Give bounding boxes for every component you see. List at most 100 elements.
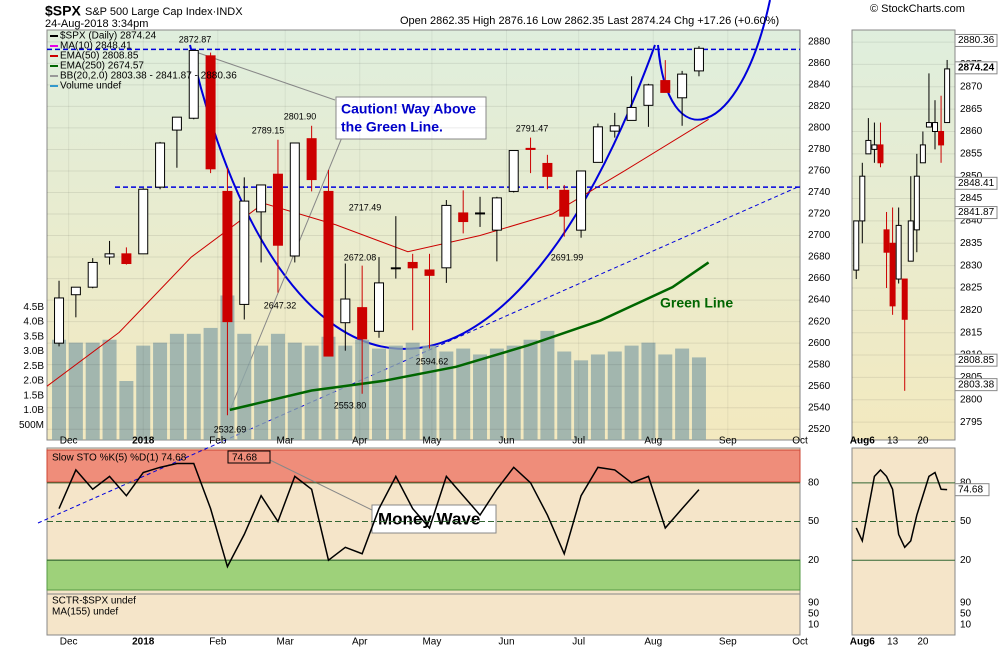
price-label: 2532.69 bbox=[214, 424, 247, 434]
x-tick-label: Jul bbox=[572, 637, 585, 648]
x-tick-label: Dec bbox=[60, 637, 78, 648]
price-box bbox=[954, 61, 998, 75]
zoom-stoch-line bbox=[855, 468, 948, 549]
candle-body bbox=[592, 126, 603, 163]
date: 24-Aug-2018 3:34pm bbox=[45, 18, 148, 30]
volume-bar bbox=[186, 333, 201, 440]
subtitle: S&P 500 Large Cap Index·INDX bbox=[85, 6, 243, 18]
callout-line bbox=[269, 459, 373, 511]
volume-tick-label: 1.5B bbox=[23, 390, 44, 401]
candle-body bbox=[306, 138, 317, 181]
sub-tick-label: 50 bbox=[808, 609, 820, 620]
price-box bbox=[954, 378, 998, 392]
y-tick-label: 2880 bbox=[808, 36, 831, 47]
volume-bar bbox=[405, 342, 420, 440]
candle-body bbox=[155, 142, 166, 188]
y-tick-label: 2700 bbox=[808, 230, 831, 241]
candle-body bbox=[895, 224, 902, 280]
x-tick-label: Oct bbox=[792, 436, 808, 447]
price-label: 2647.32 bbox=[264, 300, 297, 310]
green-line-label: Green Line bbox=[660, 295, 733, 311]
y-tick-label: 2740 bbox=[808, 187, 831, 198]
zoom-x-tick-label: 13 bbox=[887, 637, 899, 648]
candle-body bbox=[256, 184, 267, 213]
candle-body bbox=[121, 253, 132, 265]
x-tick-label: Jun bbox=[498, 436, 514, 447]
y-tick-label: 2820 bbox=[808, 101, 831, 112]
candle-body bbox=[239, 200, 250, 305]
candle-body bbox=[576, 170, 587, 231]
volume-bar bbox=[85, 342, 100, 440]
volume-bar bbox=[338, 345, 353, 440]
candle-body bbox=[865, 139, 872, 155]
zoom-y-tick-label: 2820 bbox=[960, 305, 983, 316]
volume-bar bbox=[237, 333, 252, 440]
candle-body bbox=[925, 122, 932, 128]
volume-bar bbox=[624, 345, 639, 440]
candle-body bbox=[222, 190, 233, 323]
zoom-x-tick-label: 20 bbox=[917, 637, 929, 648]
candle-body bbox=[643, 84, 654, 106]
candle-body bbox=[357, 307, 368, 340]
candle-body bbox=[54, 297, 65, 344]
zoom-y-tick-label: 2835 bbox=[960, 238, 983, 249]
stoch-line bbox=[58, 462, 700, 569]
zoom-y-tick-label: 2825 bbox=[960, 283, 983, 294]
volume-bar bbox=[270, 333, 285, 440]
value-box bbox=[227, 450, 271, 464]
volume-bar bbox=[590, 354, 605, 440]
stoch-tick-label: 80 bbox=[808, 477, 820, 488]
sub-tick-label: 90 bbox=[808, 598, 820, 609]
candle-body bbox=[205, 55, 216, 170]
stoch-legend: Slow STO %K(5) %D(1) 74.68 bbox=[52, 453, 187, 464]
price-label: 2789.15 bbox=[252, 125, 285, 135]
caution-box bbox=[335, 96, 487, 140]
stoch-box-label: 74.68 bbox=[958, 484, 983, 495]
y-tick-label: 2560 bbox=[808, 381, 831, 392]
x-tick-label: Feb bbox=[209, 637, 227, 648]
volume-tick-label: 2.0B bbox=[23, 376, 44, 387]
zoom-stoch-tick-label: 20 bbox=[960, 555, 972, 566]
volume-bar bbox=[254, 345, 269, 440]
candle-body bbox=[104, 253, 115, 258]
zoom-y-tick-label: 2840 bbox=[960, 216, 983, 227]
volume-bar bbox=[371, 348, 386, 440]
candle-body bbox=[424, 269, 435, 276]
candle-body bbox=[441, 204, 452, 269]
candle-body bbox=[609, 125, 620, 132]
x-tick-label: Jun bbox=[498, 637, 514, 648]
x-tick-label: Sep bbox=[719, 436, 737, 447]
x-tick-label: May bbox=[422, 436, 441, 447]
x-tick-label: May bbox=[422, 637, 441, 648]
symbol: $SPX bbox=[45, 3, 81, 19]
volume-tick-label: 3.0B bbox=[23, 346, 44, 357]
y-tick-label: 2680 bbox=[808, 252, 831, 263]
volume-bar bbox=[658, 354, 673, 440]
candle-body bbox=[390, 267, 401, 270]
volume-bar bbox=[169, 333, 184, 440]
zoom-x-tick-label: 13 bbox=[887, 436, 899, 447]
volume-bar bbox=[153, 342, 168, 440]
candle-body bbox=[626, 106, 637, 121]
candle-body bbox=[853, 220, 860, 271]
volume-bar bbox=[473, 354, 488, 440]
zoom-stoch-tick-label: 80 bbox=[960, 477, 972, 488]
volume-bar bbox=[641, 342, 656, 440]
y-tick-label: 2620 bbox=[808, 316, 831, 327]
sub-tick-label: 10 bbox=[808, 620, 820, 631]
y-tick-label: 2800 bbox=[808, 123, 831, 134]
candle-body bbox=[542, 162, 553, 177]
candle-body bbox=[932, 122, 939, 132]
volume-bar bbox=[439, 351, 454, 440]
y-tick-label: 2580 bbox=[808, 359, 831, 370]
x-tick-label: Aug bbox=[644, 637, 662, 648]
price-label: 2691.99 bbox=[551, 252, 584, 262]
volume-tick-label: 2.5B bbox=[23, 361, 44, 372]
x-tick-label: Apr bbox=[352, 637, 368, 648]
x-tick-label: Mar bbox=[277, 637, 295, 648]
legend-label: BB(20,2.0) 2803.38 - 2841.87 - 2880.36 bbox=[60, 71, 237, 82]
zoom-x-tick-label: Aug6 bbox=[850, 436, 875, 447]
price-box-label: 2848.41 bbox=[958, 178, 995, 189]
stoch-tick-label: 20 bbox=[808, 555, 820, 566]
